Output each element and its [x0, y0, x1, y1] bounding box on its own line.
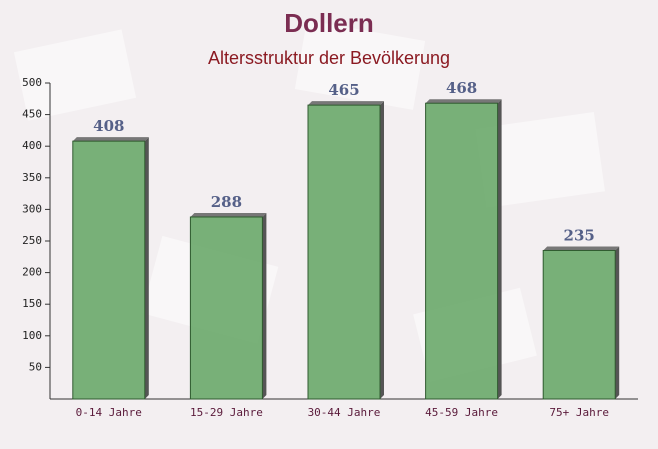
bar — [72, 140, 146, 400]
value-label: 465 — [328, 81, 359, 99]
y-tick-label: 200 — [22, 266, 42, 279]
bar — [425, 102, 499, 400]
chart-subtitle: Altersstruktur der Bevölkerung — [208, 48, 450, 68]
chart-title: Dollern — [284, 8, 374, 38]
x-tick-label: 0-14 Jahre — [76, 406, 142, 419]
y-tick-label: 100 — [22, 329, 42, 342]
bar — [307, 104, 381, 400]
bar-shadow — [615, 246, 620, 399]
y-tick-label: 350 — [22, 171, 42, 184]
x-tick-label: 30-44 Jahre — [308, 406, 381, 419]
y-tick-label: 500 — [22, 76, 42, 89]
x-tick-label: 75+ Jahre — [549, 406, 609, 419]
y-tick-label: 250 — [22, 234, 42, 247]
bar-shadow — [543, 246, 620, 251]
bar — [189, 216, 263, 400]
bar — [542, 249, 616, 400]
x-tick-label: 45-59 Jahre — [425, 406, 498, 419]
y-tick-label: 150 — [22, 297, 42, 310]
bar-shadow — [308, 101, 384, 106]
bar-shadow — [190, 212, 267, 217]
value-label: 235 — [564, 226, 595, 244]
y-tick-label: 450 — [22, 108, 42, 121]
bar-shadow — [425, 99, 502, 104]
bar-shadow — [497, 99, 502, 399]
value-label: 468 — [446, 79, 477, 97]
value-label: 408 — [93, 117, 124, 135]
value-label: 288 — [211, 193, 242, 211]
bar-shadow — [262, 212, 267, 399]
bar-shadow — [72, 137, 149, 142]
bar-shadow — [380, 101, 384, 400]
x-tick-label: 15-29 Jahre — [190, 406, 263, 419]
y-tick-label: 300 — [22, 202, 42, 215]
y-tick-label: 400 — [22, 139, 42, 152]
bar-shadow — [144, 137, 149, 400]
y-tick-label: 50 — [29, 360, 42, 373]
